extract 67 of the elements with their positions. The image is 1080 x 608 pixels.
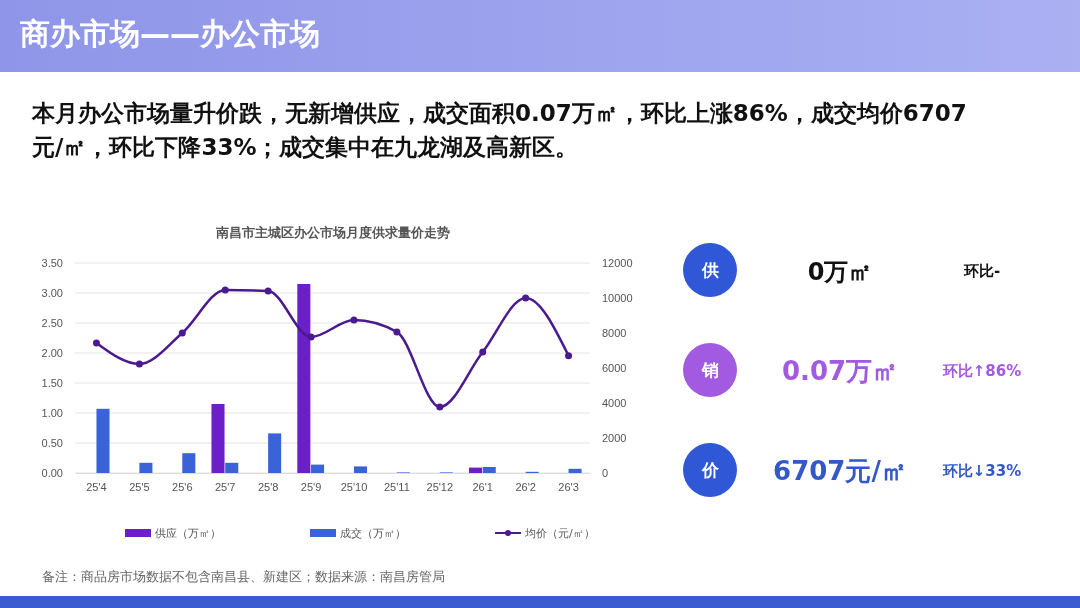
bar [139,462,153,473]
y2-tick-label: 12000 [602,257,633,270]
text: 0万㎡ [807,258,873,286]
x-tick-label: 25'10 [340,480,368,493]
point [264,287,272,295]
bar [353,466,367,473]
x-tick-label: 25'7 [214,480,236,493]
x-tick-label: 25'5 [129,480,150,493]
point [221,286,229,294]
text: 本月办公市场量升价跌，无新增供应，成交面积0.07万㎡，环比上涨86%，成交均价6707元/㎡，环比下降33%；成交集中在九龙湖及高新区。 [32,99,968,162]
bar [211,404,225,473]
x-tick-label: 26'2 [515,480,536,493]
y2-tick-label: 2000 [602,432,627,445]
y-tick-label: 3.50 [41,257,63,270]
y-tick-label: 3.00 [41,287,63,300]
y2-tick-label: 10000 [602,292,633,305]
x-tick-label: 25'8 [257,480,279,493]
text: 环比↑86% [941,362,1022,380]
chart-title: 南昌市主城区办公市场月度供求量价走势 [214,225,450,240]
point [522,294,530,302]
round-badge: 价 [683,443,737,497]
y-tick-label: 2.00 [41,347,63,360]
point [178,329,186,337]
legend-label: 供应（万㎡） [155,527,221,540]
bar [468,467,483,473]
bar [182,453,196,473]
text: 备注：商品房市场数据不包含南昌县、新建区；数据来源：南昌房管局 [42,568,445,586]
bar [311,464,325,473]
bar [96,408,110,473]
bar [225,462,239,473]
round-badge: 销 [683,343,737,397]
text: 环比- [962,262,1001,280]
y-tick-label: 0.50 [41,437,63,450]
point [436,403,444,411]
bar [482,467,496,473]
x-tick-label: 25'4 [86,480,107,493]
legend-label: 成交（万㎡） [340,527,406,540]
y2-tick-label: 0 [602,467,609,480]
text: 6707元/㎡ [773,456,907,486]
text: 0.07万㎡ [781,356,899,386]
point [307,333,315,341]
y-tick-label: 1.00 [41,407,63,420]
x-tick-label: 25'9 [300,480,322,493]
point [393,328,401,336]
text: 环比↓33% [941,462,1022,480]
point [350,316,358,324]
y-tick-label: 0.00 [41,467,63,480]
x-tick-label: 26'3 [558,480,579,493]
y2-tick-label: 6000 [602,362,627,375]
x-tick-label: 25'12 [426,480,454,493]
y-tick-label: 2.50 [41,317,63,330]
y2-tick-label: 4000 [602,397,627,410]
bar [297,284,311,473]
bar [268,433,282,473]
y2-tick-label: 8000 [602,327,627,340]
x-tick-label: 25'6 [172,480,193,493]
y-tick-label: 1.50 [41,377,63,390]
x-tick-label: 26'1 [472,480,493,493]
round-badge: 供 [683,243,737,297]
x-tick-label: 25'11 [383,480,410,493]
point [92,339,100,347]
point [135,360,143,368]
legend-label: 均价（元/㎡） [524,527,595,540]
bar [568,468,582,473]
point [565,352,573,360]
point [479,348,487,356]
text: 商办市场——办公市场 [20,15,320,53]
